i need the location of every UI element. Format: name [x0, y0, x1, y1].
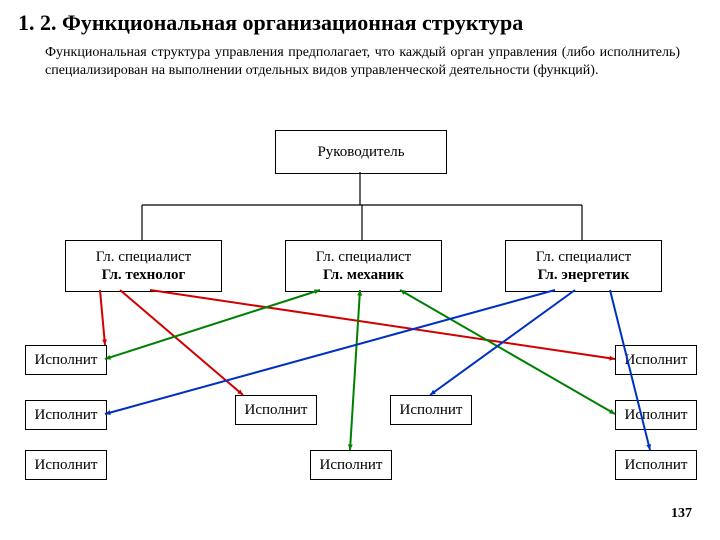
node-label: Исполнит	[625, 406, 688, 424]
node-executor: Исполнит	[615, 345, 697, 375]
node-label: Исполнит	[320, 456, 383, 474]
node-executor: Исполнит	[25, 400, 107, 430]
node-executor: Исполнит	[390, 395, 472, 425]
node-executor: Исполнит	[25, 345, 107, 375]
node-label: Исполнит	[625, 351, 688, 369]
node-label: Гл. механик	[323, 266, 404, 284]
node-spec-mechanic: Гл. специалист Гл. механик	[285, 240, 442, 292]
node-executor: Исполнит	[615, 450, 697, 480]
node-label: Исполнит	[35, 351, 98, 369]
node-spec-technolog: Гл. специалист Гл. технолог	[65, 240, 222, 292]
node-label: Руководитель	[317, 143, 404, 161]
node-label: Гл. энергетик	[538, 266, 630, 284]
node-executor: Исполнит	[25, 450, 107, 480]
intro-paragraph: Функциональная структура управления пред…	[45, 44, 680, 79]
page: { "title": {"text":"1. 2. Функциональная…	[0, 0, 720, 540]
page-title: 1. 2. Функциональная организационная стр…	[18, 10, 523, 36]
node-executor: Исполнит	[310, 450, 392, 480]
node-label: Гл. технолог	[102, 266, 186, 284]
node-label: Исполнит	[625, 456, 688, 474]
page-number: 137	[671, 506, 692, 522]
node-leader: Руководитель	[275, 130, 447, 174]
node-label: Исполнит	[245, 401, 308, 419]
node-spec-energetic: Гл. специалист Гл. энергетик	[505, 240, 662, 292]
node-label: Гл. специалист	[316, 248, 411, 266]
node-label: Исполнит	[35, 406, 98, 424]
node-label: Гл. специалист	[96, 248, 191, 266]
node-executor: Исполнит	[235, 395, 317, 425]
node-executor: Исполнит	[615, 400, 697, 430]
node-label: Исполнит	[400, 401, 463, 419]
node-label: Исполнит	[35, 456, 98, 474]
node-label: Гл. специалист	[536, 248, 631, 266]
